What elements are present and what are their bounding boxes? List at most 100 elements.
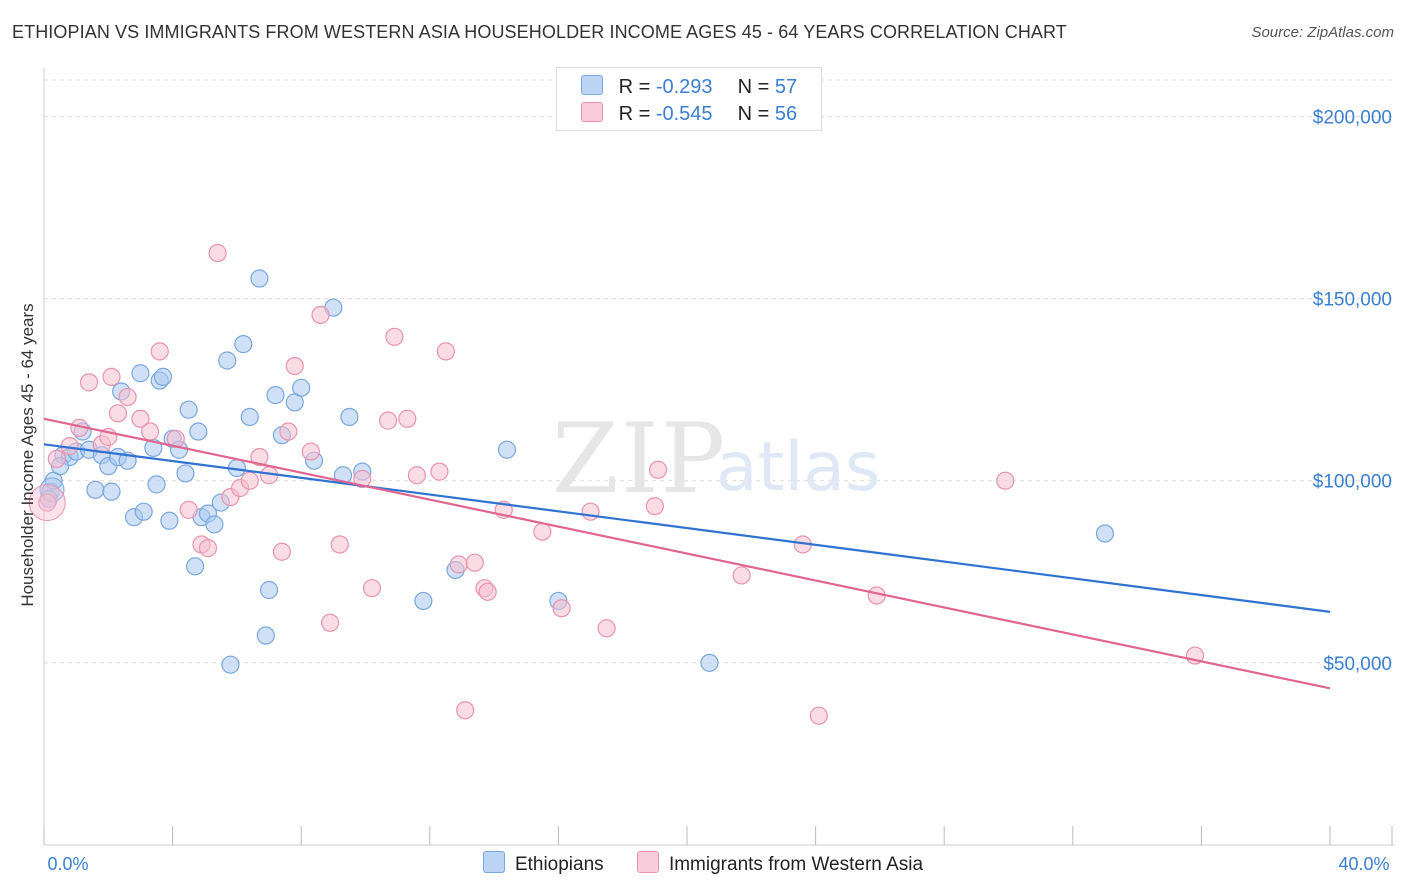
immigrants-point <box>108 404 128 423</box>
ethiopians-trend-line <box>43 443 1331 613</box>
legend-row-ethiopians: R = -0.293 N = 57 <box>581 75 797 101</box>
tick-labels: $50,000 $100,000 $150,000 $200,000 0.0% 40.0% <box>47 107 1392 874</box>
ethiopians-point <box>240 407 259 427</box>
immigrants-point <box>449 555 468 574</box>
series-label-immigrants: Immigrants from Western Asia <box>668 854 924 875</box>
immigrants-point <box>648 460 668 479</box>
legend-r-value-ethiopians: -0.293 <box>655 76 713 98</box>
immigrants-point <box>321 613 340 632</box>
series-legend-ethiopians[interactable]: Ethiopians <box>482 851 604 876</box>
immigrants-point <box>208 243 227 263</box>
immigrants-point <box>179 500 198 519</box>
immigrants-point <box>272 542 292 561</box>
immigrants-point <box>38 493 57 512</box>
ethiopians-point <box>414 591 433 611</box>
immigrants-point <box>250 447 269 467</box>
immigrants-point <box>436 342 455 361</box>
ethiopians-point <box>176 464 195 483</box>
chart-title: ETHIOPIAN VS IMMIGRANTS FROM WESTERN ASI… <box>12 22 1067 42</box>
series-swatch-immigrants <box>636 851 659 873</box>
ethiopians-point <box>86 480 105 499</box>
immigrants-point <box>79 373 99 392</box>
immigrants-point <box>809 706 828 725</box>
immigrants-point <box>198 539 218 558</box>
immigrants-point <box>118 387 137 407</box>
immigrants-point <box>398 409 417 428</box>
watermark-atlas: atlas <box>716 428 880 507</box>
ethiopians-point <box>234 335 253 354</box>
legend-r-label: R = <box>618 103 651 125</box>
immigrants-point <box>996 471 1015 490</box>
immigrants-point <box>47 449 66 468</box>
ethiopians-point <box>700 653 719 672</box>
immigrants-point <box>581 502 600 521</box>
ethiopians-point <box>250 269 269 288</box>
immigrants-point <box>407 466 427 485</box>
y-axis-label: Householder Income Ages 45 - 64 years <box>18 303 37 606</box>
ethiopians-point <box>186 557 205 576</box>
immigrants-point <box>533 522 552 541</box>
legend-n-value-immigrants: 56 <box>774 103 798 125</box>
immigrants-trend-line <box>43 417 1331 690</box>
legend-r-label: R = <box>618 76 651 98</box>
y-tick-label: $100,000 <box>1313 472 1392 493</box>
ethiopians-point <box>153 367 173 386</box>
immigrants-point <box>240 471 259 490</box>
immigrants-point <box>597 619 616 638</box>
ethiopians-point <box>179 400 198 419</box>
immigrants-point-cluster <box>28 484 66 522</box>
axes <box>43 68 1394 846</box>
immigrants-point <box>385 327 404 346</box>
ethiopians-point <box>102 482 121 501</box>
immigrants-point <box>131 409 150 428</box>
x-tick-label: 0.0% <box>47 854 88 874</box>
immigrants-point <box>465 553 484 572</box>
source-label: Source: ZipAtlas.com <box>1251 24 1394 41</box>
immigrants-point <box>362 579 382 598</box>
legend-swatch-ethiopians <box>581 75 603 95</box>
series-label-ethiopians: Ethiopians <box>514 854 604 875</box>
immigrants-point <box>353 469 372 488</box>
immigrants-point <box>311 305 330 325</box>
immigrants-point <box>732 566 751 585</box>
ethiopians-point <box>147 475 166 494</box>
grid <box>44 79 1394 664</box>
ethiopians-point <box>134 502 153 521</box>
immigrants-point <box>301 442 320 461</box>
immigrants-point <box>378 411 398 430</box>
ethiopians-point <box>189 422 208 441</box>
trend-lines <box>43 417 1331 690</box>
ethiopians-point <box>218 351 237 370</box>
ethiopians-point <box>292 378 311 397</box>
correlation-legend: R = -0.293 N = 57 R = -0.545 N = 56 <box>556 67 822 131</box>
legend-row-immigrants: R = -0.545 N = 56 <box>581 102 797 128</box>
ethiopians-point <box>131 364 150 383</box>
legend-n-label: N = <box>737 76 770 98</box>
ethiopians-point <box>256 626 275 645</box>
immigrants-point <box>140 422 160 441</box>
series-swatch-ethiopians <box>482 851 505 873</box>
ethiopians-point <box>205 515 224 534</box>
immigrants-point <box>456 701 475 720</box>
immigrants-point <box>285 356 304 376</box>
immigrants-point <box>645 497 664 516</box>
immigrants-point <box>478 582 497 601</box>
ethiopians-point <box>221 655 240 674</box>
x-tick-label: 40.0% <box>1338 854 1389 874</box>
watermark: ZIP atlas <box>552 403 880 515</box>
legend-n-label: N = <box>737 103 770 125</box>
immigrants-point <box>330 535 349 554</box>
immigrants-point <box>552 599 571 618</box>
ethiopians-point <box>1095 524 1115 543</box>
y-tick-label: $200,000 <box>1313 107 1392 128</box>
ethiopians-point <box>160 511 179 530</box>
y-tick-label: $50,000 <box>1323 654 1392 675</box>
legend-swatch-immigrants <box>581 102 603 122</box>
ethiopians-point <box>497 440 517 459</box>
legend-n-value-ethiopians: 57 <box>774 76 798 98</box>
series-legend-immigrants[interactable]: Immigrants from Western Asia <box>636 851 924 876</box>
ethiopians-point <box>266 386 285 405</box>
immigrants-point <box>150 342 169 361</box>
immigrants-point <box>279 422 298 441</box>
